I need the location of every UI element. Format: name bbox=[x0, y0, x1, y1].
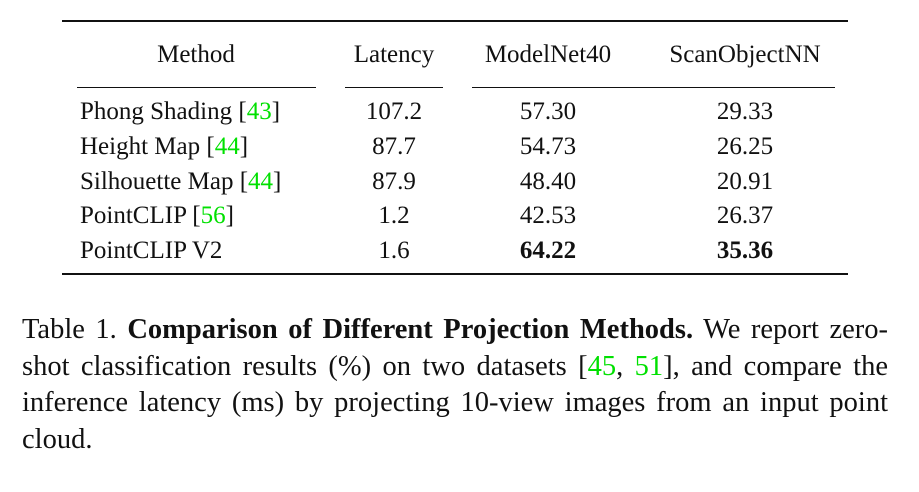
header-scanobjectnn: ScanObjectNN bbox=[669, 41, 821, 68]
method-cell: Height Map [44] bbox=[80, 133, 249, 160]
header-modelnet40: ModelNet40 bbox=[484, 41, 612, 68]
modelnet40-cell: 42.53 bbox=[519, 202, 577, 229]
latency-cell: 87.7 bbox=[372, 133, 416, 160]
latency-cell: 1.2 bbox=[378, 202, 410, 229]
caption-text: ], and compare the inference latency (ms… bbox=[22, 350, 888, 455]
caption-title: Comparison of Different Projection Metho… bbox=[127, 314, 694, 345]
bottom-rule bbox=[62, 273, 848, 275]
method-cell: Silhouette Map [44] bbox=[80, 168, 282, 195]
caption-separator: , bbox=[616, 350, 635, 382]
cmidrule-datasets bbox=[472, 87, 835, 88]
citation-link[interactable]: 45 bbox=[587, 350, 617, 382]
latency-cell: 1.6 bbox=[378, 237, 410, 264]
table-caption: Table 1. Comparison of Different Project… bbox=[22, 312, 888, 458]
citation-link[interactable]: 56 bbox=[200, 202, 226, 229]
citation-link[interactable]: 44 bbox=[214, 133, 240, 160]
modelnet40-cell: 57.30 bbox=[519, 98, 577, 125]
method-name: Phong Shading bbox=[80, 98, 233, 125]
modelnet40-cell: 48.40 bbox=[519, 168, 577, 195]
header-method: Method bbox=[157, 41, 235, 68]
scanobjectnn-cell: 20.91 bbox=[716, 168, 774, 195]
scanobjectnn-cell: 29.33 bbox=[716, 98, 774, 125]
cmidrule-latency bbox=[345, 87, 443, 88]
scanobjectnn-cell: 26.25 bbox=[716, 133, 774, 160]
citation-link[interactable]: 44 bbox=[248, 168, 274, 195]
method-cell: PointCLIP [56] bbox=[80, 202, 234, 229]
method-name: PointCLIP bbox=[80, 202, 187, 229]
top-rule bbox=[62, 20, 848, 22]
latency-cell: 107.2 bbox=[365, 98, 423, 125]
modelnet40-cell: 64.22 bbox=[519, 237, 577, 264]
scanobjectnn-cell: 26.37 bbox=[716, 202, 774, 229]
method-name: Silhouette Map bbox=[80, 168, 234, 195]
caption-label: Table 1. bbox=[22, 314, 117, 345]
scanobjectnn-cell: 35.36 bbox=[716, 237, 774, 264]
method-cell: Phong Shading [43] bbox=[80, 98, 281, 125]
method-cell: PointCLIP V2 bbox=[80, 236, 222, 266]
modelnet40-cell: 54.73 bbox=[519, 133, 577, 160]
citation-link[interactable]: 51 bbox=[634, 350, 664, 382]
caption-text: We report zero-shot classification resul… bbox=[22, 314, 889, 382]
cmidrule-method bbox=[77, 87, 316, 88]
header-latency: Latency bbox=[353, 41, 435, 68]
citation-link[interactable]: 43 bbox=[246, 98, 272, 125]
method-name: Height Map bbox=[80, 133, 201, 160]
method-name: PointCLIP V2 bbox=[80, 237, 223, 264]
latency-cell: 87.9 bbox=[372, 168, 416, 195]
